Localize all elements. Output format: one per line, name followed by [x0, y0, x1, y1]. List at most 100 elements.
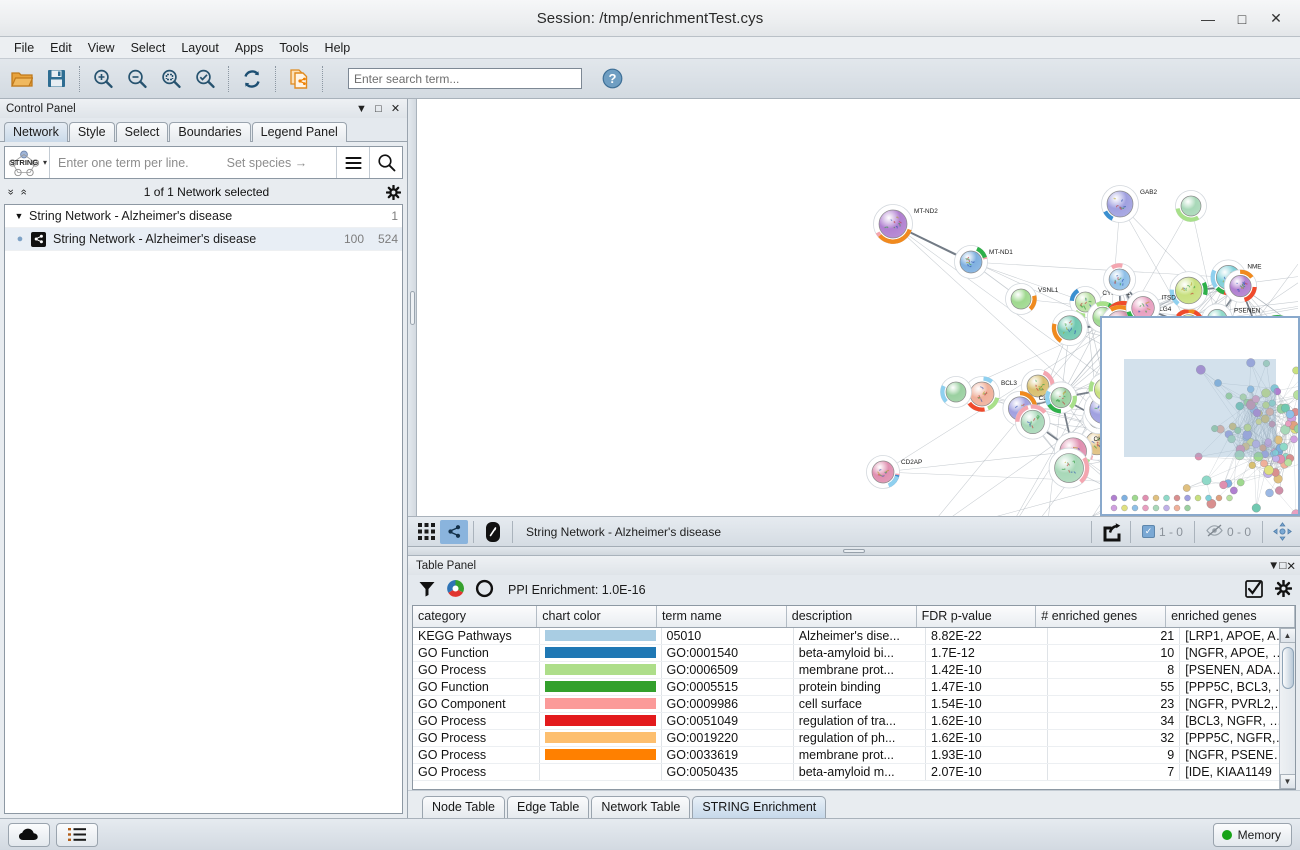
network-canvas[interactable]: MT-ND2MT-ND1VSNL1CD2APMS4A4AMS4A6AMS4A4E… — [408, 99, 1300, 516]
table-panel-close-icon[interactable]: ✕ — [1286, 560, 1296, 573]
chart-color-icon[interactable] — [446, 579, 465, 601]
split-grip[interactable] — [409, 290, 415, 325]
table-row[interactable]: GO Function GO:0001540 beta-amyloid bi... 1… — [413, 644, 1295, 662]
column-header-term-name[interactable]: term name — [656, 606, 787, 628]
collapse-all-icon[interactable]: » — [4, 188, 17, 196]
network-tree-root-row[interactable]: ▼ String Network - Alzheimer's disease 1 — [5, 205, 402, 228]
string-dropdown-caret-icon[interactable]: ▾ — [43, 158, 48, 167]
new-network-from-selection-icon[interactable] — [283, 63, 315, 95]
scroll-down-arrow-icon[interactable]: ▼ — [1279, 774, 1295, 789]
column-header-fdr-p-value[interactable]: FDR p-value — [916, 606, 1037, 628]
control-panel-float-icon[interactable]: □ — [375, 102, 382, 115]
string-species-hint[interactable]: Set species → — [226, 155, 308, 170]
table-row[interactable]: GO Process GO:0051049 regulation of tra...… — [413, 712, 1295, 730]
menu-select[interactable]: Select — [130, 40, 166, 55]
fit-content-icon[interactable] — [1268, 520, 1296, 544]
scroll-up-arrow-icon[interactable]: ▲ — [1279, 627, 1295, 643]
tab-style[interactable]: Style — [68, 122, 115, 142]
column-header-enriched-genes[interactable]: enriched genes — [1165, 606, 1295, 628]
task-list-icon[interactable] — [56, 822, 98, 847]
column-header-chart-color[interactable]: chart color — [536, 606, 657, 628]
string-term-input[interactable]: Enter one term per line. Set species → — [50, 156, 336, 170]
network-node[interactable] — [1169, 271, 1208, 310]
enrichment-table[interactable]: category chart color term name descripti… — [412, 605, 1296, 790]
tab-string-enrichment[interactable]: STRING Enrichment — [692, 796, 827, 818]
overview-viewport-rect[interactable] — [1123, 359, 1277, 458]
table-row[interactable]: GO Process GO:0019220 regulation of ph... 1… — [413, 729, 1295, 747]
tab-boundaries[interactable]: Boundaries — [169, 122, 251, 142]
scroll-thumb[interactable] — [1281, 646, 1294, 689]
table-row[interactable]: GO Function GO:0005515 protein binding 1.47… — [413, 678, 1295, 696]
help-icon[interactable]: ? — [596, 63, 628, 95]
maximize-icon[interactable]: □ — [1237, 10, 1247, 27]
menu-file[interactable]: File — [14, 40, 35, 55]
string-search-icon[interactable] — [370, 147, 402, 178]
table-row[interactable]: GO Component GO:0009986 cell surface 1.54E-… — [413, 695, 1295, 713]
tab-node-table[interactable]: Node Table — [422, 796, 506, 818]
network-settings-gear-icon[interactable] — [383, 184, 403, 200]
network-node[interactable]: VSNL1 — [1005, 283, 1059, 315]
menu-layout[interactable]: Layout — [181, 40, 219, 55]
share-network-icon[interactable] — [440, 519, 468, 544]
close-icon[interactable]: ✕ — [1270, 10, 1282, 26]
table-row[interactable]: GO Process GO:0006509 membrane prot... 1.42… — [413, 661, 1295, 679]
network-node[interactable] — [1223, 269, 1258, 303]
menu-edit[interactable]: Edit — [50, 40, 72, 55]
horizontal-split-divider[interactable] — [408, 547, 1300, 556]
column-header-enriched-count[interactable]: # enriched genes — [1035, 606, 1167, 628]
network-node[interactable]: MT-ND2 — [873, 204, 939, 244]
panel-split-handle[interactable] — [408, 99, 417, 516]
save-disk-icon[interactable] — [40, 63, 72, 95]
tab-edge-table[interactable]: Edge Table — [507, 796, 590, 818]
network-node[interactable] — [1044, 381, 1078, 414]
network-node[interactable] — [1175, 190, 1207, 222]
menu-tools[interactable]: Tools — [279, 40, 309, 55]
expand-all-icon[interactable]: « — [17, 188, 30, 196]
search-input[interactable]: Enter search term... — [348, 68, 582, 89]
network-node[interactable]: GAB2 — [1101, 185, 1158, 223]
menu-apps[interactable]: Apps — [234, 40, 264, 55]
fit-selected-nodes-icon[interactable] — [189, 63, 221, 95]
network-node[interactable]: CD2AP — [866, 455, 923, 489]
table-row[interactable]: KEGG Pathways 05010 Alzheimer's dise... 8.8… — [413, 627, 1295, 645]
filter-icon[interactable] — [418, 580, 436, 601]
column-header-description[interactable]: description — [786, 606, 917, 628]
table-panel-float-icon[interactable]: □ — [1279, 559, 1287, 572]
memory-status-button[interactable]: Memory — [1212, 822, 1292, 847]
control-panel-close-icon[interactable]: ✕ — [390, 103, 401, 115]
refresh-icon[interactable] — [236, 63, 268, 95]
table-row[interactable]: GO Process GO:0033619 membrane prot... 1.93… — [413, 746, 1295, 764]
network-node[interactable] — [1048, 447, 1090, 489]
control-panel-dropdown-icon[interactable]: ▼ — [356, 102, 367, 115]
network-overview-inset[interactable] — [1100, 316, 1300, 516]
column-header-category[interactable]: category — [413, 606, 538, 628]
network-node[interactable] — [940, 376, 972, 408]
zoom-out-icon[interactable] — [121, 63, 153, 95]
tab-network[interactable]: Network — [4, 122, 68, 142]
table-panel-dropdown-icon[interactable]: ▼ — [1268, 559, 1280, 572]
cloud-status-icon[interactable] — [8, 822, 50, 847]
minimize-icon[interactable]: — — [1201, 10, 1215, 27]
zoom-in-icon[interactable] — [87, 63, 119, 95]
tab-select[interactable]: Select — [115, 122, 169, 142]
tab-network-table[interactable]: Network Table — [591, 796, 691, 818]
zoom-selected-region-icon[interactable] — [155, 63, 187, 95]
table-vertical-scrollbar[interactable]: ▲ ▼ — [1279, 627, 1295, 789]
network-node[interactable]: MT-ND1 — [954, 245, 1014, 279]
select-all-checkbox-icon[interactable] — [1245, 579, 1263, 601]
table-settings-gear-icon[interactable] — [1274, 579, 1293, 600]
network-node[interactable]: BCL3 — [964, 376, 1018, 412]
export-image-icon[interactable] — [1097, 520, 1125, 544]
donut-chart-icon[interactable] — [475, 579, 494, 601]
hidden-nodes-indicator[interactable]: 0 - 0 — [1200, 523, 1257, 540]
table-row[interactable]: GO Process GO:0050435 beta-amyloid m... 2.0… — [413, 763, 1295, 781]
network-node[interactable] — [1103, 263, 1137, 296]
network-node[interactable] — [1015, 404, 1051, 440]
network-tree-child-row[interactable]: ● String Network - Alzheimer's disease 1… — [5, 228, 402, 251]
menu-view[interactable]: View — [87, 40, 115, 55]
divider-grip[interactable] — [843, 549, 865, 553]
grid-layout-icon[interactable] — [412, 520, 440, 544]
string-logo-icon[interactable]: STRING — [5, 147, 43, 178]
tree-expand-arrow-icon[interactable]: ▼ — [14, 211, 24, 221]
menu-help[interactable]: Help — [324, 40, 351, 55]
